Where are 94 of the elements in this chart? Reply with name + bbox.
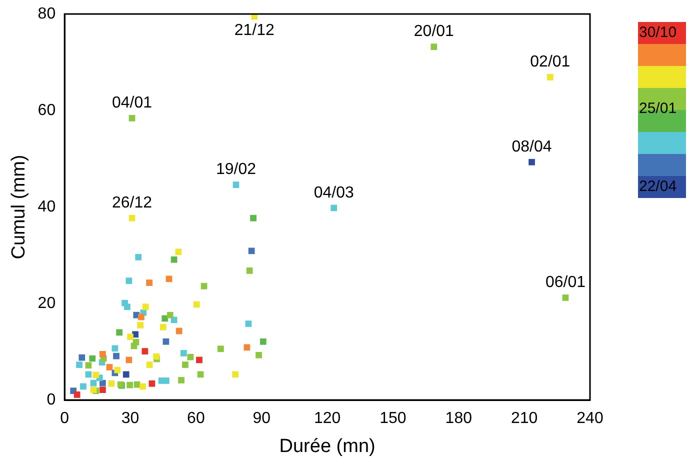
annotation: 08/04: [512, 138, 552, 156]
point: [430, 44, 438, 50]
point: [100, 350, 106, 358]
text: 25/01: [639, 100, 677, 117]
point: [135, 254, 142, 260]
text: 30/10: [638, 22, 686, 44]
point: [166, 312, 174, 318]
point: [246, 268, 253, 274]
point: [153, 353, 160, 360]
point: [106, 364, 113, 370]
annotation: 02/01: [530, 54, 570, 71]
text: 22/04: [638, 176, 686, 198]
point: [85, 371, 92, 378]
point: [162, 378, 170, 384]
point: [256, 352, 262, 358]
point: [218, 346, 224, 352]
point: [80, 383, 86, 390]
point: [146, 362, 153, 368]
point: [138, 314, 144, 320]
point: [100, 386, 106, 394]
x-tick-label: 30: [121, 410, 140, 428]
x-tick-label: 210: [510, 410, 538, 428]
annotation: 26/12: [112, 194, 152, 212]
point: [182, 362, 188, 368]
point: [260, 338, 266, 345]
annotation: 20/01: [414, 23, 454, 40]
x-tick-label: 120: [314, 410, 341, 428]
point: [85, 362, 92, 368]
x-tick-label: 60: [187, 410, 205, 428]
point: [112, 345, 118, 352]
y-tick-label: 40: [38, 198, 56, 216]
point: [232, 371, 239, 378]
point: [89, 355, 96, 362]
point: [166, 276, 172, 282]
point: [250, 214, 256, 222]
y-axis-title: Cumul (mm): [8, 154, 30, 260]
point: [180, 350, 187, 356]
point: [248, 248, 255, 254]
point: [244, 344, 250, 351]
point: [193, 301, 200, 308]
point: [127, 334, 134, 340]
point: [100, 380, 106, 386]
point: [528, 158, 535, 166]
point: [128, 115, 136, 122]
x-tick-label: 180: [445, 410, 472, 428]
point: [142, 348, 148, 354]
point: [245, 320, 252, 327]
point: [74, 392, 80, 398]
point: [197, 371, 204, 378]
annotation: 04/03: [314, 184, 354, 202]
point: [126, 382, 134, 388]
annotation: 19/02: [216, 161, 256, 178]
point: [148, 380, 156, 387]
point: [90, 380, 97, 386]
point: [116, 329, 123, 336]
x-tick-label: 240: [576, 410, 604, 428]
point: [176, 328, 182, 334]
x-tick-label: 150: [380, 410, 406, 428]
point: [142, 304, 149, 310]
y-tick-label: 80: [38, 5, 56, 22]
point: [108, 380, 115, 387]
point: [128, 214, 136, 222]
point: [175, 248, 182, 256]
point: [122, 371, 130, 378]
y-tick-label: 20: [38, 294, 56, 312]
point: [232, 182, 240, 188]
point: [137, 322, 144, 328]
annotation: 06/01: [545, 274, 586, 292]
point: [196, 356, 202, 364]
y-tick-label: 60: [38, 102, 56, 119]
point: [90, 386, 97, 394]
x-tick-label: 90: [252, 410, 271, 428]
point: [562, 294, 569, 301]
point: [114, 366, 121, 374]
point: [78, 354, 86, 361]
point: [76, 362, 82, 368]
x-axis-title: Durée (mn): [279, 436, 376, 457]
point: [113, 352, 120, 360]
annotation: 21/12: [234, 22, 275, 39]
annotation: 04/01: [112, 94, 152, 112]
y-tick-label: 0: [46, 391, 56, 408]
point: [140, 383, 146, 390]
point: [330, 204, 338, 212]
point: [162, 338, 170, 345]
point: [546, 74, 554, 80]
point: [200, 282, 208, 290]
x-tick-label: 0: [60, 410, 70, 428]
point: [92, 372, 100, 378]
point: [126, 278, 132, 284]
point: [170, 256, 178, 263]
point: [124, 304, 130, 310]
point: [178, 377, 184, 384]
point: [160, 324, 166, 330]
point: [146, 280, 152, 286]
